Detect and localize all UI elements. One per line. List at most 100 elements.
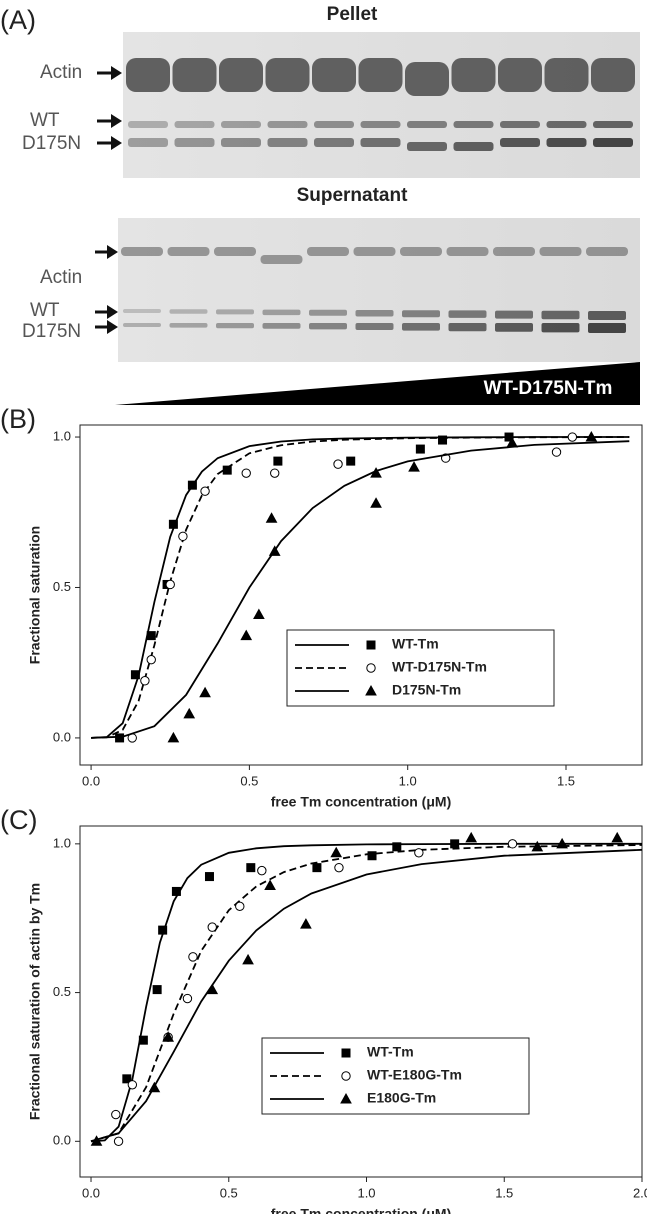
marker <box>585 431 598 442</box>
band <box>267 138 308 147</box>
band <box>169 323 208 328</box>
x-tick-label: 1.0 <box>399 773 417 788</box>
marker <box>183 707 196 719</box>
legend-label: WT-D175N-Tm <box>392 659 487 675</box>
legend-label: E180G-Tm <box>367 1090 436 1106</box>
y-axis-title: Fractional saturation <box>27 526 43 664</box>
band <box>546 121 587 128</box>
marker <box>265 512 278 523</box>
band <box>123 323 161 327</box>
gel-label: D175N <box>22 133 81 154</box>
x-axis-title: free Tm concentration (μM) <box>271 1206 451 1214</box>
marker <box>465 831 478 843</box>
marker <box>392 842 402 852</box>
y-tick-label: 0.5 <box>53 984 71 999</box>
x-tick-label: 0.0 <box>82 1185 100 1200</box>
marker <box>171 886 181 896</box>
band <box>493 247 535 256</box>
band <box>546 138 587 147</box>
marker <box>507 839 518 849</box>
marker <box>168 519 178 529</box>
band <box>405 62 449 96</box>
marker <box>367 851 377 861</box>
marker <box>113 1136 124 1147</box>
marker <box>182 993 193 1004</box>
band <box>453 121 494 128</box>
band <box>309 323 347 330</box>
band <box>172 58 217 92</box>
band <box>448 310 487 318</box>
band <box>500 121 540 128</box>
band <box>495 310 533 319</box>
marker <box>200 486 210 496</box>
band <box>267 121 308 128</box>
band <box>216 309 254 315</box>
band <box>541 310 580 320</box>
marker <box>167 731 180 743</box>
x-tick-label: 1.5 <box>495 1185 513 1200</box>
fit-curve <box>91 436 630 739</box>
band <box>174 138 215 147</box>
band <box>214 247 256 256</box>
gel-label: Actin <box>40 62 82 83</box>
gel-title: Pellet <box>327 4 378 25</box>
marker <box>187 480 197 490</box>
band <box>541 323 580 333</box>
band <box>128 138 168 147</box>
x-tick-label: 0.5 <box>220 1185 238 1200</box>
panel-label: (B) <box>0 404 36 434</box>
y-tick-label: 0.5 <box>53 579 71 594</box>
marker <box>415 444 425 454</box>
band <box>174 121 215 128</box>
fit-curve <box>91 440 630 739</box>
band <box>353 247 396 256</box>
marker <box>556 837 568 849</box>
marker <box>130 670 140 680</box>
marker <box>253 608 265 620</box>
band <box>451 58 496 92</box>
band <box>586 247 628 256</box>
band <box>123 309 161 313</box>
marker <box>138 1035 148 1045</box>
plot-frame <box>79 825 643 1178</box>
band <box>169 309 208 314</box>
band <box>219 58 263 92</box>
gel-bands <box>126 58 635 151</box>
marker <box>414 848 424 858</box>
x-axis-title: free Tm concentration (μM) <box>271 794 451 810</box>
band <box>221 121 261 128</box>
panel-label: (A) <box>0 5 36 35</box>
band <box>407 142 447 151</box>
band <box>448 323 487 332</box>
marker <box>242 953 254 965</box>
marker <box>340 1092 352 1104</box>
y-tick-label: 0.0 <box>53 1133 71 1148</box>
band <box>407 121 447 128</box>
supernatant-gel <box>118 218 640 362</box>
y-axis-title: Fractional saturation of actin by Tm <box>27 883 43 1120</box>
band <box>498 58 542 92</box>
marker <box>148 1081 161 1093</box>
marker <box>162 1031 175 1042</box>
marker <box>330 846 343 858</box>
band <box>262 323 301 329</box>
gel-label: D175N <box>22 321 81 342</box>
marker <box>438 435 448 445</box>
marker <box>334 862 344 873</box>
gradient-label: WT-D175N-Tm <box>484 378 613 399</box>
marker <box>240 629 253 641</box>
marker <box>204 872 214 882</box>
plot-frame <box>79 424 643 766</box>
marker <box>178 531 188 542</box>
marker <box>188 952 198 962</box>
band <box>314 121 354 128</box>
band <box>593 121 633 128</box>
marker <box>312 863 322 873</box>
band <box>260 255 303 264</box>
band <box>588 323 626 333</box>
marker <box>346 456 356 466</box>
marker <box>450 839 460 849</box>
gel-title: Supernatant <box>297 185 409 206</box>
band <box>453 142 494 151</box>
